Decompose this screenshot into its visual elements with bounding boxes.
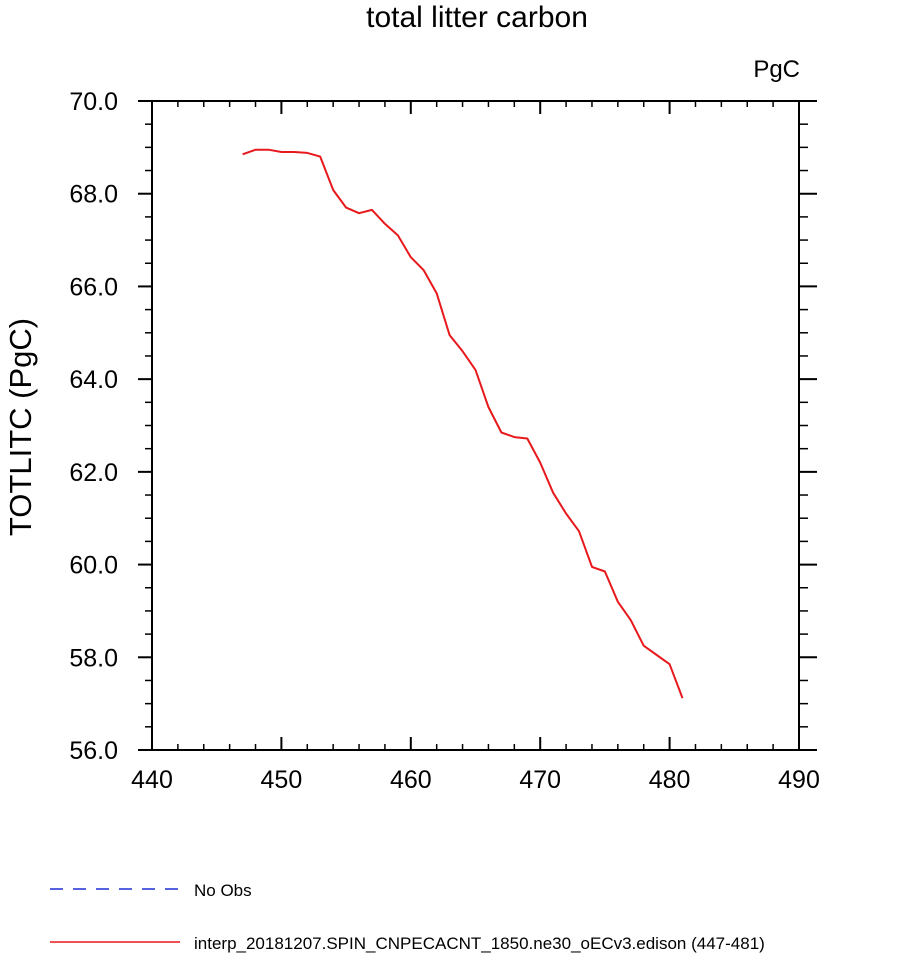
legend-label-no-obs: No Obs: [194, 881, 252, 900]
x-tick-label: 460: [390, 766, 432, 794]
plot-frame: [151, 100, 800, 751]
x-axis-ticks: [151, 101, 800, 750]
series-line-1: [242, 148, 684, 699]
legend: No Obs interp_20181207.SPIN_CNPECACNT_18…: [50, 881, 765, 953]
y-axis-label: TOTLITC (PgC): [3, 318, 38, 536]
y-tick-label: 70.0: [69, 88, 118, 116]
x-tick-label: 480: [649, 766, 691, 794]
y-tick-label: 56.0: [69, 737, 118, 765]
y-tick-label: 58.0: [69, 644, 118, 672]
y-tick-label: 62.0: [69, 459, 118, 487]
y-tick-label: 66.0: [69, 273, 118, 301]
x-tick-label: 470: [519, 766, 561, 794]
y-axis-tick-labels: 56.0 58.0 60.0 62.0 64.0 66.0 68.0 70.0: [69, 88, 118, 765]
x-tick-label: 450: [261, 766, 303, 794]
x-axis-tick-labels: 440 450 460 470 480 490: [131, 766, 820, 794]
x-tick-label: 490: [778, 766, 820, 794]
units-label: PgC: [753, 56, 800, 83]
y-tick-label: 64.0: [69, 366, 118, 394]
y-tick-label: 68.0: [69, 181, 118, 209]
y-tick-label: 60.0: [69, 552, 118, 580]
chart-title: total litter carbon: [366, 1, 588, 34]
x-tick-label: 440: [131, 766, 173, 794]
y-axis-ticks: [138, 100, 817, 751]
series-layer: [242, 148, 684, 699]
legend-label-model-run: interp_20181207.SPIN_CNPECACNT_1850.ne30…: [194, 934, 765, 953]
